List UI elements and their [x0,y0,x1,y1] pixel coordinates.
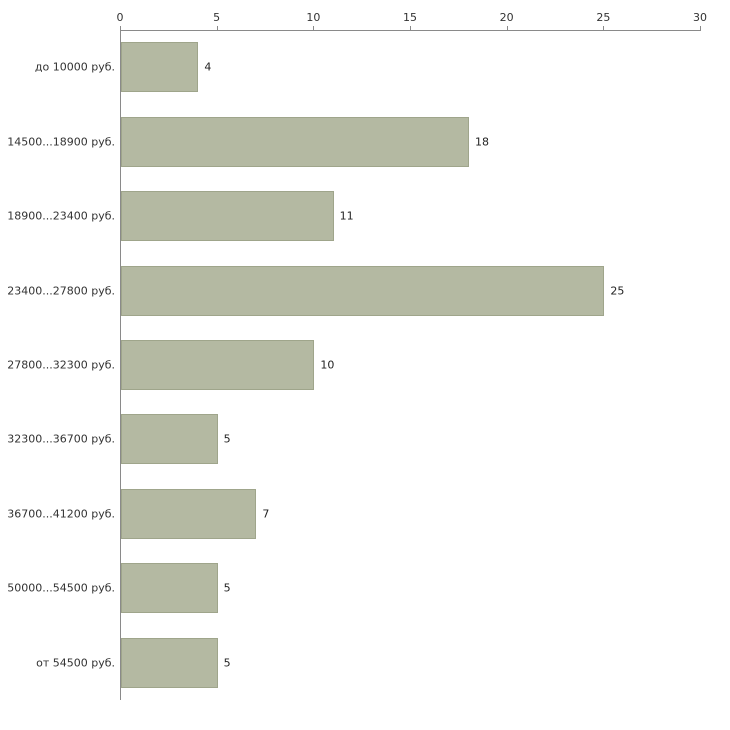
bar [121,563,218,614]
bar-row: 50000...54500 руб. 5 [0,551,730,625]
category-label: 18900...23400 руб. [7,209,115,223]
x-tick-mark [506,26,508,30]
category-label: 23400...27800 руб. [7,284,115,298]
x-tick-label: 30 [693,11,707,24]
value-label: 4 [204,60,212,74]
category-label: 27800...32300 руб. [7,358,115,372]
x-tick-mark [216,26,218,30]
category-label: 36700...41200 руб. [7,507,115,521]
x-tick-label: 25 [596,11,611,24]
value-label: 5 [223,432,231,446]
x-tick-mark [603,26,605,30]
x-tick-label: 20 [499,11,514,24]
value-label: 7 [262,507,270,521]
bar-row: 18900...23400 руб. 11 [0,179,730,253]
value-label: 5 [223,656,231,670]
x-tick-mark [410,26,411,30]
bar-row: от 54500 руб. 5 [0,626,730,700]
bar-row: 23400...27800 руб. 25 [0,253,730,327]
value-label: 11 [339,209,354,223]
x-tick-mark [120,26,121,30]
value-label: 18 [475,135,489,149]
x-tick-mark [313,26,315,30]
x-axis-line [120,30,701,31]
x-tick-label: 10 [306,11,321,24]
value-label: 10 [320,358,335,372]
bar [121,191,334,242]
x-tick-label: 15 [403,11,417,24]
category-label: до 10000 руб. [34,60,115,74]
bar-row: 36700...41200 руб. 7 [0,477,730,551]
category-label: 14500...18900 руб. [7,135,115,149]
category-label: 50000...54500 руб. [7,581,115,595]
x-tick-mark [700,26,701,30]
y-axis-line [120,30,121,700]
bar [121,265,605,316]
bar-row: до 10000 руб. 4 [0,30,730,104]
bar-row: 32300...36700 руб. 5 [0,402,730,476]
x-tick-label: 0 [116,11,124,24]
bar [121,42,199,93]
x-tick-label: 5 [213,11,221,24]
bar-row: 27800...32300 руб. 10 [0,328,730,402]
bar [121,414,218,465]
bar-row: 14500...18900 руб. 18 [0,104,730,178]
category-label: 32300...36700 руб. [7,432,115,446]
category-label: от 54500 руб. [36,656,115,670]
bar [121,637,218,688]
value-label: 5 [223,581,231,595]
value-label: 25 [610,284,625,298]
bar [121,116,469,167]
bar [121,488,257,539]
bar [121,339,315,390]
